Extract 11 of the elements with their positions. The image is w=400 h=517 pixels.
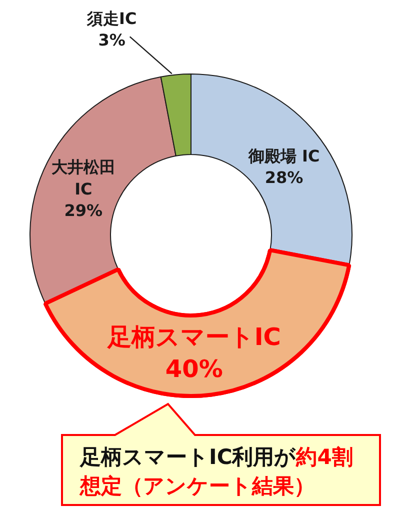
data-label: 40% (165, 355, 223, 384)
slice-label: 須走IC (86, 9, 137, 28)
data-label: 28% (264, 168, 304, 187)
text: 約4割 (296, 445, 353, 469)
data-label: 3% (98, 30, 126, 50)
slice-label: 足柄スマートIC (106, 322, 281, 351)
data-label: 29% (64, 200, 103, 220)
slice-label: 大井松田IC (51, 158, 116, 198)
slice-label: 御殿場 IC (247, 146, 320, 166)
text: 足柄スマートIC利用が (80, 445, 296, 469)
text: 想定（アンケート結果） (80, 474, 315, 498)
